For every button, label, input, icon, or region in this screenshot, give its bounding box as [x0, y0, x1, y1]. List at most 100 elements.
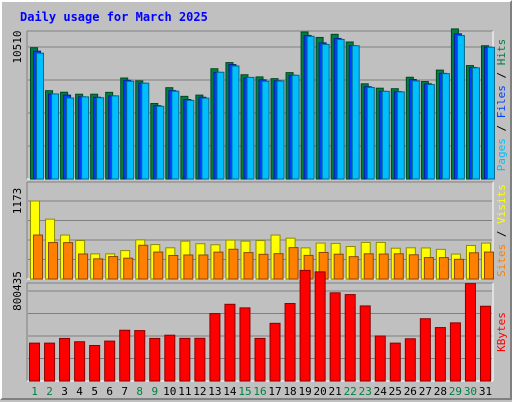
- bar-kbytes-kbytes-12: [194, 337, 206, 382]
- bar-visits-sites-7: [123, 257, 134, 280]
- x-tick-label-6: 6: [106, 385, 113, 398]
- bar-hits-pages-17: [276, 80, 285, 180]
- x-axis-labels: 1 2 3 4 5 6 7 8 9 10 11 12 13 14 15 16 17 18 19 20 21 22 23 24 2…: [31, 385, 492, 398]
- bar-kbytes-kbytes-22: [344, 294, 356, 382]
- legend-hits: Pages / Files / Hits: [495, 39, 508, 172]
- bar-kbytes-kbytes-28: [434, 327, 446, 382]
- x-tick-label-19: 19: [298, 385, 311, 398]
- bar-hits-pages-8: [141, 82, 150, 180]
- x-tick-label-8: 8: [136, 385, 143, 398]
- panel-hits: 10510 Pages / Files / Hits: [11, 28, 508, 180]
- bar-hits-pages-23: [366, 86, 375, 180]
- legend-item-pages: Pages: [495, 138, 508, 171]
- bar-kbytes-kbytes-6: [104, 340, 116, 382]
- x-tick-label-26: 26: [404, 385, 417, 398]
- bar-kbytes-kbytes-17: [269, 322, 281, 382]
- bar-visits-sites-17: [273, 253, 284, 280]
- panel-kbytes: 800435 KBytes: [11, 269, 508, 382]
- bar-visits-sites-3: [63, 242, 74, 280]
- bar-hits-pages-7: [126, 80, 135, 180]
- x-tick-label-29: 29: [449, 385, 462, 398]
- bar-hits-pages-20: [321, 43, 330, 180]
- bar-kbytes-kbytes-5: [89, 345, 101, 382]
- bar-visits-sites-10: [168, 254, 179, 280]
- bar-kbytes-kbytes-15: [239, 307, 251, 382]
- bar-hits-pages-21: [336, 38, 345, 180]
- bar-kbytes-kbytes-20: [314, 271, 326, 382]
- bar-visits-sites-21: [333, 253, 344, 280]
- x-tick-label-23: 23: [359, 385, 372, 398]
- bar-kbytes-kbytes-30: [464, 283, 476, 382]
- bar-visits-sites-30: [468, 252, 479, 280]
- bar-hits-pages-19: [306, 35, 315, 180]
- bar-kbytes-kbytes-24: [374, 335, 386, 382]
- bar-kbytes-kbytes-1: [29, 342, 41, 382]
- bar-visits-sites-5: [93, 258, 104, 280]
- bar-hits-pages-4: [81, 96, 90, 180]
- bar-visits-sites-6: [108, 256, 119, 280]
- x-tick-label-20: 20: [314, 385, 327, 398]
- bar-visits-sites-13: [213, 251, 224, 280]
- bar-kbytes-kbytes-14: [224, 303, 236, 382]
- x-tick-label-30: 30: [464, 385, 477, 398]
- bar-hits-pages-13: [216, 71, 225, 180]
- bar-kbytes-kbytes-19: [299, 269, 311, 382]
- bar-hits-pages-3: [66, 97, 75, 180]
- bar-hits-pages-18: [291, 74, 300, 180]
- bar-kbytes-kbytes-27: [419, 318, 431, 382]
- x-tick-label-2: 2: [46, 385, 53, 398]
- x-tick-label-1: 1: [31, 385, 38, 398]
- bar-visits-sites-8: [138, 244, 149, 280]
- x-tick-label-18: 18: [283, 385, 296, 398]
- bar-visits-sites-14: [228, 248, 239, 280]
- y-max-label: 10510: [11, 30, 24, 63]
- bar-hits-pages-10: [171, 90, 180, 180]
- bar-kbytes-kbytes-16: [254, 337, 266, 382]
- bar-kbytes-kbytes-25: [389, 342, 401, 382]
- panel-visits: 1173 Sites / Visits: [11, 181, 508, 280]
- bar-hits-pages-31: [486, 46, 495, 180]
- bar-hits-pages-24: [381, 90, 390, 180]
- legend-item-sites: Sites: [495, 244, 508, 277]
- legend-item-hits: Hits: [495, 39, 508, 66]
- bar-hits-pages-29: [456, 35, 465, 180]
- x-tick-label-3: 3: [61, 385, 68, 398]
- bar-hits-pages-12: [201, 97, 210, 180]
- bar-hits-pages-27: [426, 84, 435, 180]
- bar-hits-pages-16: [261, 80, 270, 180]
- y-max-label: 1173: [11, 188, 24, 215]
- bar-visits-sites-22: [348, 256, 359, 280]
- x-tick-label-5: 5: [91, 385, 98, 398]
- bar-visits-sites-24: [378, 253, 389, 280]
- x-tick-label-24: 24: [374, 385, 388, 398]
- bar-visits-sites-1: [33, 234, 44, 280]
- bar-hits-pages-14: [231, 65, 240, 180]
- bar-hits-pages-26: [411, 80, 420, 180]
- x-tick-label-17: 17: [268, 385, 281, 398]
- bar-hits-pages-25: [396, 91, 405, 180]
- bar-visits-sites-18: [288, 247, 299, 280]
- bar-hits-pages-22: [351, 45, 360, 180]
- bar-hits-pages-5: [96, 97, 105, 180]
- x-tick-label-28: 28: [434, 385, 447, 398]
- x-tick-label-11: 11: [178, 385, 191, 398]
- bar-kbytes-kbytes-8: [134, 330, 146, 382]
- legend-item-kbytes: KBytes: [495, 312, 508, 352]
- bar-visits-sites-4: [78, 253, 89, 280]
- x-tick-label-12: 12: [193, 385, 206, 398]
- bar-visits-sites-26: [408, 254, 419, 280]
- x-tick-label-15: 15: [238, 385, 251, 398]
- bar-hits-pages-1: [36, 52, 45, 180]
- x-tick-label-10: 10: [163, 385, 176, 398]
- bar-visits-sites-16: [258, 253, 269, 280]
- x-tick-label-4: 4: [76, 385, 83, 398]
- bar-visits-sites-2: [48, 242, 59, 280]
- x-tick-label-22: 22: [344, 385, 357, 398]
- x-tick-label-27: 27: [419, 385, 432, 398]
- x-tick-label-7: 7: [121, 385, 128, 398]
- x-tick-label-14: 14: [223, 385, 237, 398]
- bar-visits-sites-23: [363, 253, 374, 280]
- bar-hits-pages-11: [186, 99, 195, 180]
- bar-kbytes-kbytes-31: [479, 305, 491, 382]
